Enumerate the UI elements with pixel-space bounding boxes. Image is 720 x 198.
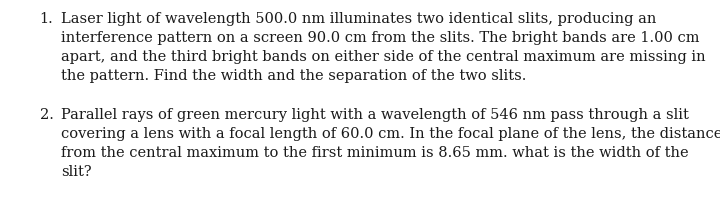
Text: covering a lens with a focal length of 60.0 cm. In the focal plane of the lens, : covering a lens with a focal length of 6… — [61, 127, 720, 141]
Text: slit?: slit? — [61, 165, 92, 179]
Text: Parallel rays of green mercury light with a wavelength of 546 nm pass through a : Parallel rays of green mercury light wit… — [61, 108, 689, 122]
Text: from the central maximum to the first minimum is 8.65 mm. what is the width of t: from the central maximum to the first mi… — [61, 146, 689, 160]
Text: apart, and the third bright bands on either side of the central maximum are miss: apart, and the third bright bands on eit… — [61, 50, 706, 64]
Text: Laser light of wavelength 500.0 nm illuminates two identical slits, producing an: Laser light of wavelength 500.0 nm illum… — [61, 12, 657, 26]
Text: 1.: 1. — [40, 12, 53, 26]
Text: 2.: 2. — [40, 108, 53, 122]
Text: the pattern. Find the width and the separation of the two slits.: the pattern. Find the width and the sepa… — [61, 69, 526, 83]
Text: interference pattern on a screen 90.0 cm from the slits. The bright bands are 1.: interference pattern on a screen 90.0 cm… — [61, 31, 700, 45]
